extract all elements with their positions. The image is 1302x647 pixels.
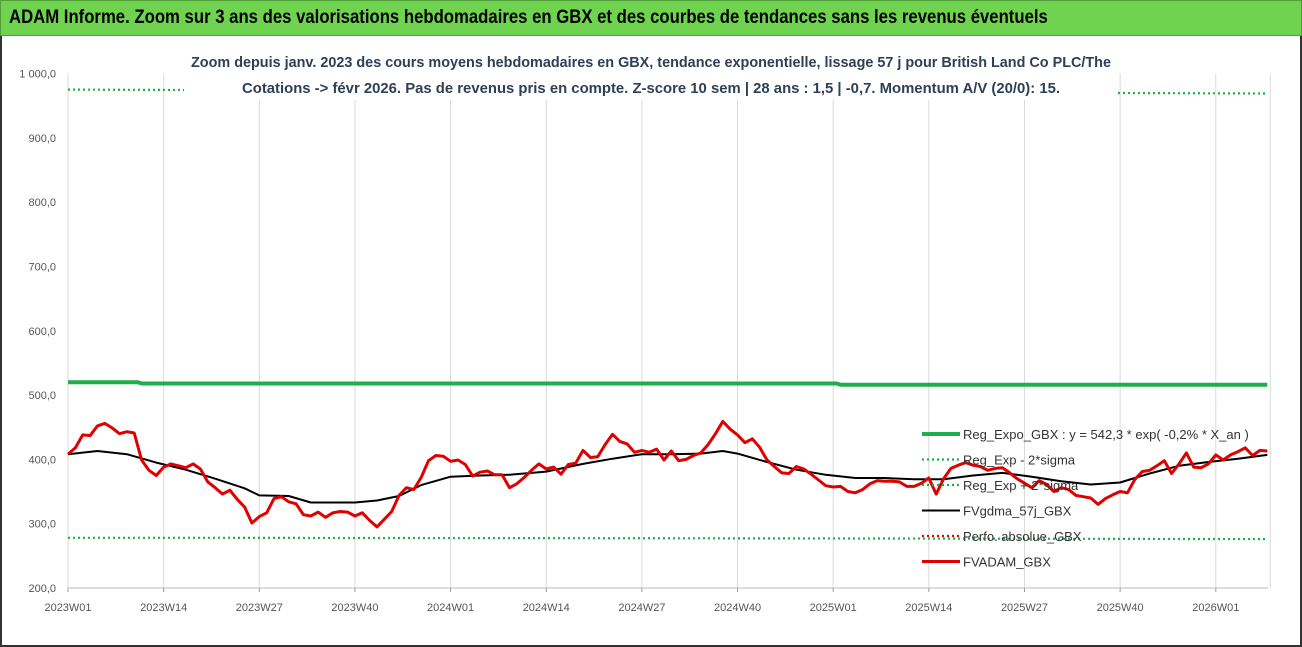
x-tick-label: 2026W01 xyxy=(1192,602,1239,614)
legend-label: Reg_Exp + 2*sigma xyxy=(963,478,1079,493)
series-line-1 xyxy=(68,536,1268,541)
x-tick-label: 2023W01 xyxy=(44,602,91,614)
legend-label: FVgdma_57j_GBX xyxy=(963,504,1072,519)
y-tick-label: 1 000,0 xyxy=(19,69,56,81)
y-tick-label: 500,0 xyxy=(28,390,56,402)
legend: Reg_Expo_GBX : y = 542,3 * exp( -0,2% * … xyxy=(922,427,1249,570)
series-lines xyxy=(67,88,1268,541)
y-tick-label: 900,0 xyxy=(28,133,56,145)
x-axis-ticks: 2023W01 2023W14 2023W27 2023W40 2024W01 2024W… xyxy=(44,588,1239,614)
legend-label: FVADAM_GBX xyxy=(963,555,1051,570)
y-tick-label: 200,0 xyxy=(28,583,56,595)
x-tick-label: 2023W27 xyxy=(236,602,283,614)
y-tick-label: 800,0 xyxy=(28,197,56,209)
banner-title: ADAM Informe. Zoom sur 3 ans des valoris… xyxy=(9,7,1048,28)
x-tick-label: 2025W01 xyxy=(810,602,857,614)
chart: 200,0 300,0 400,0 500,0 600,0 700,0 800,0 900,0… xyxy=(19,48,1271,614)
x-tick-label: 2025W14 xyxy=(905,602,952,614)
x-tick-label: 2024W14 xyxy=(523,602,570,614)
x-tick-label: 2024W40 xyxy=(714,602,761,614)
chart-frame: 200,0 300,0 400,0 500,0 600,0 700,0 800,0 900,0… xyxy=(0,36,1302,647)
x-tick-label: 2023W40 xyxy=(331,602,378,614)
y-tick-label: 300,0 xyxy=(28,519,56,531)
legend-label: Perfo. absolue_GBX xyxy=(963,529,1082,544)
series-line-3 xyxy=(67,450,1268,504)
chart-title-line-2: Cotations -> févr 2026. Pas de revenus p… xyxy=(242,80,1060,97)
grid-lines xyxy=(67,73,1271,588)
series-line-5 xyxy=(67,419,1268,529)
legend-label: Reg_Exp - 2*sigma xyxy=(963,453,1076,468)
series-line-0 xyxy=(68,380,1268,387)
x-tick-label: 2024W27 xyxy=(618,602,665,614)
chart-title-line-1: Zoom depuis janv. 2023 des cours moyens … xyxy=(191,54,1111,71)
x-tick-label: 2023W14 xyxy=(140,602,187,614)
x-tick-label: 2024W01 xyxy=(427,602,474,614)
title-backdrop xyxy=(184,48,1118,100)
y-tick-label: 700,0 xyxy=(28,261,56,273)
legend-label: Reg_Expo_GBX : y = 542,3 * exp( -0,2% * … xyxy=(963,427,1249,442)
x-tick-label: 2025W40 xyxy=(1097,602,1144,614)
header-banner: ADAM Informe. Zoom sur 3 ans des valoris… xyxy=(0,0,1302,36)
y-tick-label: 600,0 xyxy=(28,326,56,338)
x-tick-label: 2025W27 xyxy=(1001,602,1048,614)
y-axis-ticks: 200,0 300,0 400,0 500,0 600,0 700,0 800,0 900,0… xyxy=(19,69,56,595)
y-tick-label: 400,0 xyxy=(28,454,56,466)
